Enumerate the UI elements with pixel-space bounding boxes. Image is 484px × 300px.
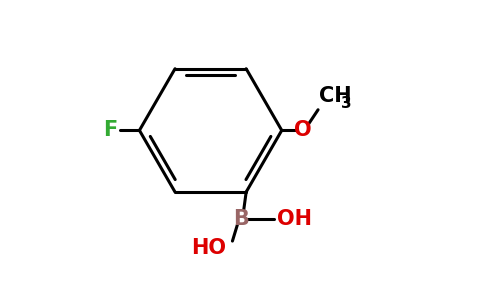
Text: CH: CH (319, 86, 352, 106)
Text: OH: OH (276, 209, 312, 229)
Text: F: F (103, 120, 117, 140)
Text: B: B (233, 209, 249, 229)
Text: HO: HO (192, 238, 227, 258)
Text: 3: 3 (341, 96, 352, 111)
Text: O: O (294, 120, 311, 140)
